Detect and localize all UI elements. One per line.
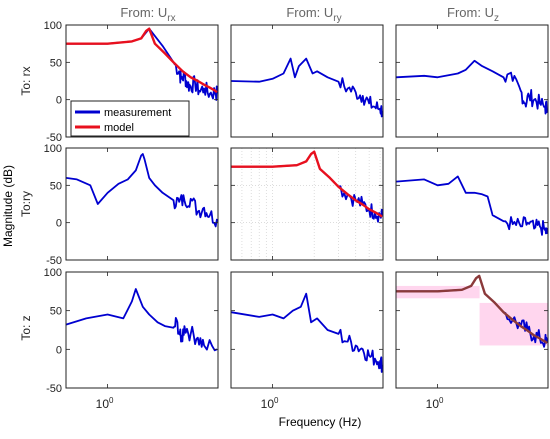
y-axis-label: Magnitude (dB) [1, 165, 15, 247]
model-line [396, 274, 548, 345]
y-tick-label: 0 [56, 95, 62, 107]
x-tick-label: 100 [426, 396, 444, 411]
panel-frame [230, 24, 384, 138]
panel-frame [230, 147, 384, 261]
legend-box [70, 100, 190, 137]
model-line [231, 150, 383, 218]
measurement-line [65, 288, 218, 352]
panel-frame [230, 271, 384, 389]
y-tick-label: 100 [44, 20, 62, 32]
y-tick-label: -50 [46, 383, 62, 395]
measurement-line [230, 57, 383, 118]
column-title-ury: From: Ury [286, 5, 341, 24]
measurement-line [395, 59, 548, 115]
y-tick-label: 50 [50, 180, 62, 192]
y-tick-label: 0 [56, 218, 62, 230]
y-tick-label: 0 [56, 344, 62, 356]
x-tick-label: 100 [96, 396, 114, 411]
y-tick-label: 50 [50, 57, 62, 69]
y-tick-label: 50 [50, 306, 62, 318]
measurement-line [395, 175, 548, 236]
legend-measurement-label: measurement [104, 107, 171, 119]
highlight-band [479, 302, 548, 346]
row-title-rx: To: rx [19, 66, 33, 95]
panel-frame [65, 147, 219, 261]
y-tick-label: 100 [44, 143, 62, 155]
x-axis-label: Frequency (Hz) [279, 415, 362, 429]
panel-frame [395, 271, 549, 389]
panel-frame [65, 24, 219, 138]
panel-frame [395, 147, 549, 261]
x-tick-label: 100 [261, 396, 279, 411]
y-tick-label: -50 [46, 132, 62, 144]
column-title-uz: From: Uz [447, 5, 499, 24]
y-tick-label: -50 [46, 255, 62, 267]
row-title-ry: To:ry [19, 191, 33, 217]
model-line [66, 27, 218, 94]
y-tick-label: 100 [44, 267, 62, 279]
panel-frame [65, 271, 219, 389]
panel-frame [395, 24, 549, 138]
measurement-line [66, 27, 218, 101]
row-title-z: To: z [19, 315, 33, 340]
legend-model-label: model [104, 122, 134, 134]
measurement-line [65, 153, 218, 228]
measurement-line [230, 292, 383, 373]
column-title-urx: From: Urx [120, 5, 175, 24]
legend: measurement model [70, 100, 190, 137]
